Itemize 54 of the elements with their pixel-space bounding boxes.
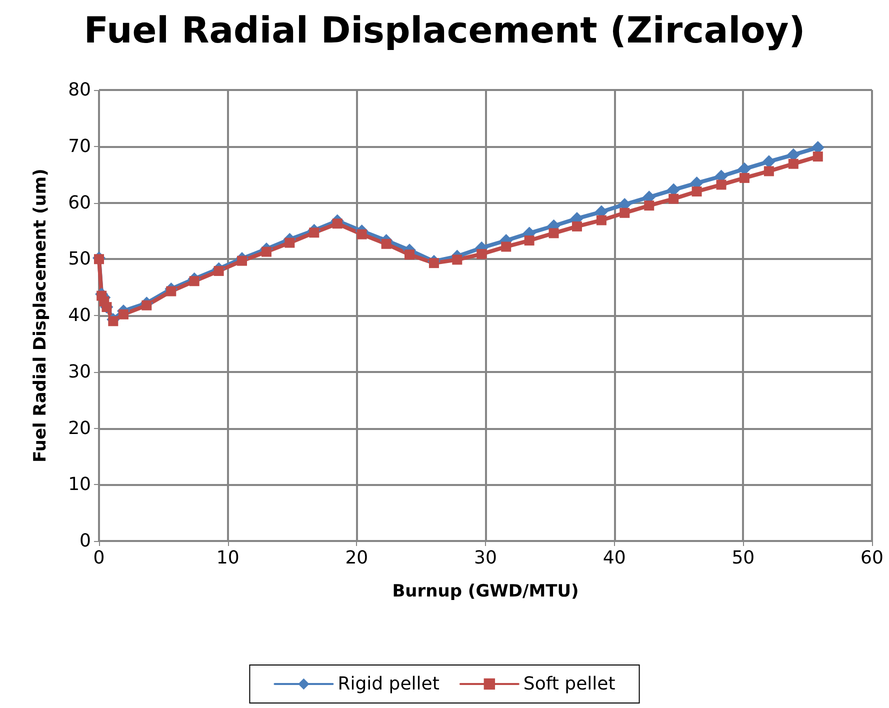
point <box>142 300 152 310</box>
x-tick-label: 40 <box>602 548 626 568</box>
y-tick-label: 10 <box>68 474 91 496</box>
point <box>309 228 320 238</box>
point <box>284 238 295 248</box>
point <box>762 155 776 168</box>
y-tick-label: 60 <box>68 192 91 214</box>
point <box>596 215 606 226</box>
x-tick-label: 0 <box>93 548 105 568</box>
point <box>356 229 367 240</box>
y-tick-label: 70 <box>68 136 91 157</box>
point <box>108 316 118 326</box>
point <box>214 266 224 276</box>
point <box>118 309 128 320</box>
point <box>620 208 630 218</box>
point <box>548 228 559 238</box>
point <box>452 254 462 265</box>
point <box>812 152 823 162</box>
y-tick-label: 40 <box>68 305 91 326</box>
point <box>739 172 750 183</box>
point <box>428 258 439 268</box>
point <box>237 256 248 266</box>
legend-label: Rigid pellet <box>338 674 440 694</box>
point <box>501 242 512 252</box>
point <box>404 250 414 260</box>
legend-label: Soft pellet <box>523 674 616 694</box>
point <box>788 158 798 169</box>
point <box>764 166 774 176</box>
y-tick-label: 20 <box>68 418 91 439</box>
x-tick-label: 60 <box>860 548 884 568</box>
point <box>476 249 487 260</box>
y-tick-label: 80 <box>68 80 91 100</box>
chart-title: Fuel Radial Displacement (Zircaloy) <box>84 10 806 52</box>
point <box>572 221 582 232</box>
y-tick-label: 0 <box>80 530 91 552</box>
point <box>524 236 534 246</box>
x-tick-label: 30 <box>474 548 497 568</box>
point <box>644 200 654 211</box>
x-tick-label: 20 <box>345 548 368 568</box>
point <box>692 186 702 196</box>
point <box>166 286 176 296</box>
y-tick-label: 50 <box>68 248 91 270</box>
point <box>381 238 392 249</box>
point <box>332 218 342 229</box>
y-axis-title: Fuel Radial Displacement (um) <box>30 168 50 462</box>
point <box>94 254 104 264</box>
point <box>668 194 679 204</box>
x-tick-label: 10 <box>216 548 240 568</box>
x-tick-label: 50 <box>732 548 755 568</box>
y-tick-label: 30 <box>68 361 91 382</box>
x-axis-title: Burnup (GWD/MTU) <box>392 582 579 602</box>
point <box>189 276 200 286</box>
point <box>716 180 726 190</box>
point <box>261 246 272 257</box>
